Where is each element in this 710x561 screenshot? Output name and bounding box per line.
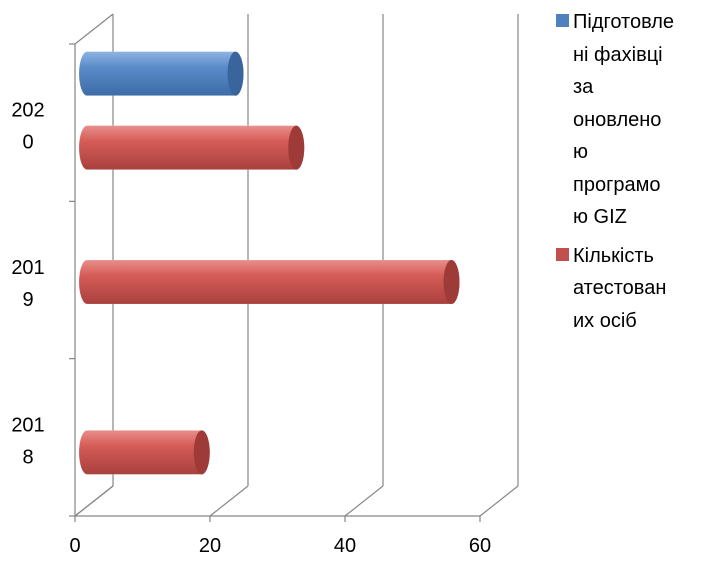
legend-line: Підготовле: [573, 11, 675, 33]
legend-line: за: [573, 76, 594, 98]
bar: [78, 51, 244, 97]
legend-swatch-blue: [556, 14, 569, 27]
x-tick-label: 60: [469, 535, 491, 557]
bar-end-cap: [193, 430, 210, 475]
bars-group: [78, 51, 460, 475]
gridline-floor: [479, 485, 519, 517]
bar-end-cap: [227, 51, 244, 96]
bar-end-cap: [443, 260, 460, 304]
chart-frame: [69, 13, 519, 522]
labels-group: 0 20 40 60 201 8 201 9 202 0: [11, 100, 491, 557]
x-tick-label: 0: [69, 535, 80, 557]
legend-label-trained: Підготовле ні фахівці за оновлено ю прог…: [573, 6, 691, 234]
y-category-label: 201 8: [11, 414, 44, 468]
gridline-floor: [344, 485, 384, 517]
axis-depth-line: [74, 13, 114, 45]
legend-item-trained: Підготовле ні фахівці за оновлено ю прог…: [556, 6, 706, 234]
bar-end-cap: [288, 125, 305, 170]
gridline-floor: [74, 485, 114, 517]
legend-line: Кількість: [573, 244, 654, 267]
bar: [78, 125, 305, 171]
legend-line: оновлено: [573, 108, 662, 131]
x-tick-label: 20: [199, 535, 221, 557]
gridline-floor: [209, 485, 249, 517]
y-category-label: 201 9: [11, 257, 44, 311]
legend-line: ні фахівці: [573, 43, 663, 66]
x-tick-label: 40: [334, 535, 356, 557]
legend-line: ю GIZ: [573, 206, 627, 228]
bar: [78, 429, 211, 475]
legend-line: атестован: [573, 277, 667, 299]
legend: Підготовле ні фахівці за оновлено ю прог…: [556, 6, 706, 343]
legend-line: програмо: [573, 173, 661, 196]
y-category-label: 202 0: [11, 100, 44, 154]
bar: [78, 259, 460, 305]
legend-line: ю: [573, 141, 588, 163]
legend-swatch-red: [556, 247, 569, 261]
legend-label-certified: Кількість атестован их осіб: [573, 240, 691, 338]
legend-item-certified: Кількість атестован их осіб: [556, 240, 706, 338]
legend-line: их осіб: [573, 309, 637, 332]
